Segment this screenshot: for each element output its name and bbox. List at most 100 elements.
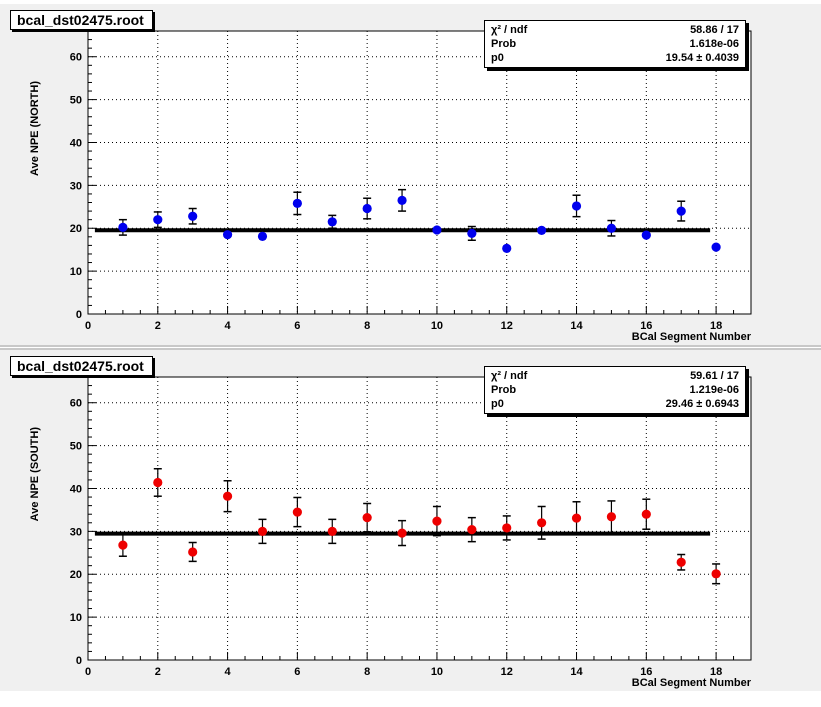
y-tick-label: 60 xyxy=(70,52,82,64)
stats-box: χ² / ndf 59.61 / 17 Prob 1.219e-06 p0 29… xyxy=(484,366,746,414)
x-tick-label: 8 xyxy=(364,666,370,678)
data-point xyxy=(118,222,128,232)
data-point xyxy=(606,512,617,522)
data-point xyxy=(257,231,268,241)
data-point xyxy=(676,206,686,216)
y-tick-label: 40 xyxy=(70,483,82,495)
stat-prob-value: 1.219e-06 xyxy=(689,384,739,396)
stat-p0-value: 29.46 ± 0.6943 xyxy=(665,398,739,410)
stat-prob-value: 1.618e-06 xyxy=(689,38,739,50)
pad-south: 0 2 4 6 8 10 12 14 16 18 0 10 20 30 40 50 60 BCal Segment… xyxy=(0,348,821,691)
x-tick-label: 10 xyxy=(431,666,443,678)
x-tick-label: 2 xyxy=(155,666,161,678)
y-tick-label: 0 xyxy=(76,655,82,667)
data-point xyxy=(641,509,651,519)
data-point xyxy=(641,230,651,240)
x-tick-label: 12 xyxy=(501,320,513,332)
data-point xyxy=(362,513,372,523)
stat-chi2-row: χ² / ndf 58.86 / 17 xyxy=(491,23,739,37)
data-point xyxy=(467,228,477,238)
x-tick-label: 4 xyxy=(225,666,232,678)
x-tick-label: 16 xyxy=(640,666,652,678)
data-point xyxy=(502,243,512,253)
x-tick-label: 6 xyxy=(294,666,300,678)
stat-chi2-row: χ² / ndf 59.61 / 17 xyxy=(491,369,739,383)
stat-chi2-value: 58.86 / 17 xyxy=(690,24,739,36)
data-point xyxy=(502,523,512,533)
data-point xyxy=(432,516,442,526)
pad-title: bcal_dst02475.root xyxy=(10,356,153,376)
data-point xyxy=(188,211,198,221)
data-point xyxy=(676,557,686,567)
y-axis-label: Ave NPE (NORTH) xyxy=(29,81,41,176)
stat-p0-label: p0 xyxy=(491,398,504,410)
y-tick-label: 40 xyxy=(70,137,82,149)
plot-area xyxy=(88,377,751,660)
y-tick-label: 60 xyxy=(70,398,82,410)
x-tick-label: 12 xyxy=(501,666,513,678)
x-tick-label: 6 xyxy=(294,320,300,332)
data-point xyxy=(711,242,721,252)
x-tick-label: 16 xyxy=(640,320,652,332)
stat-p0-row: p0 19.54 ± 0.4039 xyxy=(491,51,739,65)
y-tick-label: 0 xyxy=(76,309,82,321)
data-point xyxy=(153,477,163,488)
stat-chi2-value: 59.61 / 17 xyxy=(690,370,739,382)
y-axis-label: Ave NPE (SOUTH) xyxy=(29,427,41,522)
plot-area xyxy=(88,31,751,314)
data-point xyxy=(188,547,198,557)
data-point xyxy=(606,223,617,233)
data-point xyxy=(397,195,407,205)
data-point xyxy=(432,225,442,235)
data-point xyxy=(292,198,302,208)
x-axis-label: BCal Segment Number xyxy=(632,677,752,689)
y-tick-label: 10 xyxy=(70,266,82,278)
plot-north: 0 2 4 6 8 10 12 14 16 18 0 10 20 30 40 50 60 BCal Segment… xyxy=(29,30,752,343)
x-axis-label: BCal Segment Number xyxy=(632,331,752,343)
x-tick-label: 2 xyxy=(155,320,161,332)
y-tick-label: 50 xyxy=(70,95,82,107)
data-point xyxy=(397,528,407,538)
data-point xyxy=(153,215,163,225)
x-tick-label: 0 xyxy=(85,666,91,678)
stat-prob-row: Prob 1.618e-06 xyxy=(491,37,739,51)
data-point xyxy=(222,230,233,240)
stat-p0-row: p0 29.46 ± 0.6943 xyxy=(491,397,739,411)
data-point xyxy=(327,217,337,227)
stat-p0-value: 19.54 ± 0.4039 xyxy=(665,52,739,64)
x-tick-label: 14 xyxy=(570,320,583,332)
y-tick-label: 20 xyxy=(70,569,82,581)
x-tick-label: 0 xyxy=(85,320,91,332)
x-tick-label: 18 xyxy=(710,320,722,332)
data-point xyxy=(467,525,477,535)
data-point xyxy=(327,526,337,536)
pad-title: bcal_dst02475.root xyxy=(10,10,153,30)
x-tick-label: 18 xyxy=(710,666,722,678)
x-tick-label: 10 xyxy=(431,320,443,332)
data-point xyxy=(711,569,721,579)
stat-p0-label: p0 xyxy=(491,52,504,64)
x-tick-label: 4 xyxy=(225,320,232,332)
data-point xyxy=(571,513,582,523)
stat-prob-label: Prob xyxy=(491,384,517,396)
y-tick-label: 10 xyxy=(70,612,82,624)
stat-chi2-label: χ² / ndf xyxy=(491,24,528,36)
data-point xyxy=(257,526,268,536)
data-point xyxy=(222,491,233,501)
y-tick-label: 30 xyxy=(70,180,82,192)
stat-prob-label: Prob xyxy=(491,38,517,50)
x-tick-label: 8 xyxy=(364,320,370,332)
stats-box: χ² / ndf 58.86 / 17 Prob 1.618e-06 p0 19… xyxy=(484,20,746,68)
plot-south: 0 2 4 6 8 10 12 14 16 18 0 10 20 30 40 50 60 BCal Segment… xyxy=(29,376,752,689)
data-point xyxy=(571,201,582,211)
data-point xyxy=(362,203,372,214)
data-point xyxy=(292,507,302,517)
stat-prob-row: Prob 1.219e-06 xyxy=(491,383,739,397)
y-tick-label: 30 xyxy=(70,526,82,538)
y-tick-label: 50 xyxy=(70,441,82,453)
y-tick-label: 20 xyxy=(70,223,82,235)
data-point xyxy=(537,225,547,235)
data-point xyxy=(118,540,128,550)
pad-north: 0 2 4 6 8 10 12 14 16 18 0 10 20 30 40 50 60 BCal Segment… xyxy=(0,4,821,347)
x-tick-label: 14 xyxy=(570,666,583,678)
